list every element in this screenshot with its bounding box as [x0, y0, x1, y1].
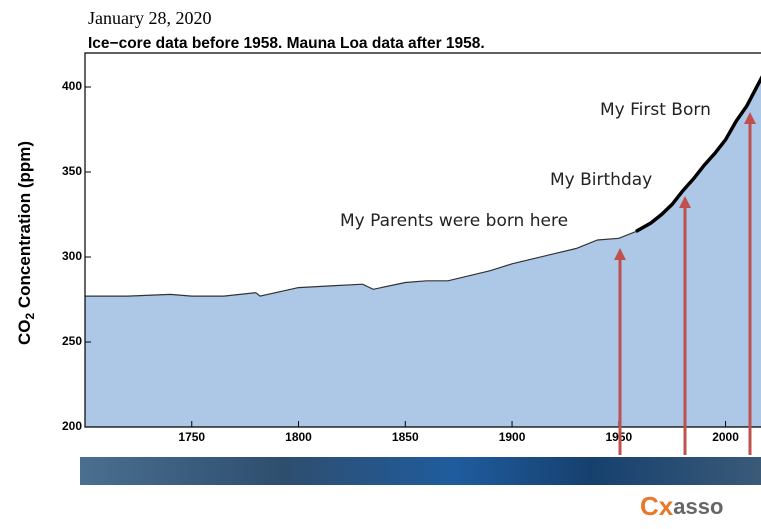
- annotation: My Parents were born here: [340, 211, 568, 231]
- chart-title: Ice−core data before 1958. Mauna Loa dat…: [88, 35, 485, 52]
- y-tick-label: 200: [62, 419, 82, 433]
- x-tick-label: 1900: [499, 430, 526, 444]
- y-axis-label: CO2 Concentration (ppm): [15, 141, 37, 345]
- annotation: My First Born: [600, 100, 711, 120]
- y-tick-label: 350: [62, 164, 82, 178]
- date: January 28, 2020: [88, 8, 211, 28]
- logo: Cxasso: [640, 491, 723, 521]
- x-tick-label: 2000: [712, 430, 739, 444]
- area-fill: [85, 73, 761, 427]
- annotation: My Birthday: [550, 170, 652, 190]
- x-tick-label: 1750: [178, 430, 205, 444]
- y-tick-label: 400: [62, 79, 82, 93]
- y-tick-label: 300: [62, 249, 82, 263]
- chart: January 28, 2020 Ice−core data before 19…: [0, 0, 761, 524]
- x-tick-label: 1800: [285, 430, 312, 444]
- photo-strip: [80, 457, 761, 485]
- y-tick-label: 250: [62, 334, 82, 348]
- x-tick-label: 1850: [392, 430, 419, 444]
